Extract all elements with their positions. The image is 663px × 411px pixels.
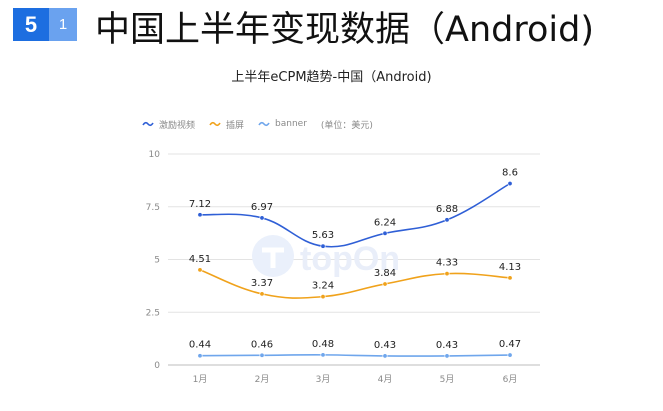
data-point xyxy=(382,353,388,359)
data-label: 0.46 xyxy=(251,339,273,350)
y-tick-label: 10 xyxy=(149,150,161,160)
data-label: 3.37 xyxy=(251,278,273,289)
data-point xyxy=(444,217,450,223)
data-label: 4.33 xyxy=(436,258,458,269)
data-point xyxy=(259,215,265,221)
y-tick-label: 5 xyxy=(154,256,160,266)
legend-label: 插屏 xyxy=(226,120,245,131)
data-label: 7.12 xyxy=(189,199,211,210)
data-label: 4.51 xyxy=(189,254,211,265)
y-tick-label: 7.5 xyxy=(146,203,160,213)
data-label: 5.63 xyxy=(312,230,334,241)
data-label: 0.48 xyxy=(312,339,334,350)
data-label: 6.88 xyxy=(436,204,458,215)
page-title: 中国上半年变现数据（Android) xyxy=(95,10,594,50)
data-label: 0.44 xyxy=(189,340,211,351)
data-point xyxy=(382,281,388,287)
x-tick-label: 1月 xyxy=(193,374,208,385)
data-point xyxy=(259,291,265,297)
series-line-0 xyxy=(199,182,511,248)
axis-ticks: 0 2.5 5 7.5 10 1月 2月 3月 4月 5月 6月 xyxy=(146,150,518,385)
data-point xyxy=(197,353,203,359)
series-line-2 xyxy=(199,354,511,357)
y-tick-label: 0 xyxy=(154,361,160,371)
topon-watermark: topOn xyxy=(252,235,400,278)
gridlines xyxy=(168,153,540,366)
data-label: 6.24 xyxy=(374,217,396,228)
data-label: 8.6 xyxy=(502,168,518,179)
data-point xyxy=(444,271,450,277)
data-label: 0.43 xyxy=(374,340,396,351)
data-label: 0.47 xyxy=(499,339,521,350)
legend-line-icon xyxy=(209,121,221,127)
data-label: 3.24 xyxy=(312,281,334,292)
x-tick-label: 3月 xyxy=(316,374,331,385)
legend-line-icon xyxy=(258,121,270,127)
data-label: 0.43 xyxy=(436,340,458,351)
series-line-1 xyxy=(199,269,511,299)
watermark-text: topOn xyxy=(300,240,400,278)
legend-item-series-2[interactable]: banner xyxy=(258,119,307,129)
data-label: 3.84 xyxy=(374,268,396,279)
x-tick-label: 6月 xyxy=(503,374,518,385)
x-tick-label: 5月 xyxy=(440,374,455,385)
data-point xyxy=(320,294,326,300)
legend-item-series-0[interactable]: 激励视频 xyxy=(142,118,195,131)
data-point xyxy=(507,275,513,281)
data-point xyxy=(197,212,203,218)
data-point xyxy=(259,352,265,358)
data-label: 6.97 xyxy=(251,202,273,213)
y-tick-label: 2.5 xyxy=(146,308,160,318)
data-point xyxy=(507,181,513,187)
data-point xyxy=(197,267,203,273)
data-point xyxy=(382,230,388,236)
x-tick-label: 4月 xyxy=(378,374,393,385)
data-label: 4.13 xyxy=(499,262,521,273)
data-labels: 7.12 6.97 5.63 6.24 6.88 8.6 4.51 3.37 3.24 3.84 4… xyxy=(189,168,521,351)
data-point xyxy=(444,353,450,359)
legend-label: banner xyxy=(275,119,307,129)
x-tick-label: 2月 xyxy=(255,374,270,385)
legend-line-icon xyxy=(142,121,154,127)
watermark-logo-mark xyxy=(262,247,284,268)
subsection-number-badge: 1 xyxy=(49,8,77,41)
chart-legend: 激励视频 插屏 banner (单位：美元) xyxy=(142,116,373,132)
legend-label: 激励视频 xyxy=(159,120,196,131)
legend-unit-label: (单位：美元) xyxy=(320,120,373,131)
series-lines xyxy=(197,181,513,359)
data-point xyxy=(320,243,326,249)
legend-item-series-1[interactable]: 插屏 xyxy=(209,118,244,131)
section-number-badge: 5 xyxy=(13,8,49,41)
data-point xyxy=(507,352,513,358)
chart-title: 上半年eCPM趋势-中国（Android) xyxy=(231,70,432,85)
data-point xyxy=(320,352,326,358)
